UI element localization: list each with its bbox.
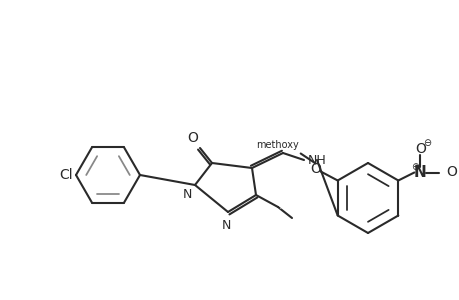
Text: O: O xyxy=(414,142,425,155)
Text: NH: NH xyxy=(308,154,326,166)
Text: ⊕: ⊕ xyxy=(410,161,419,172)
Text: methyl: methyl xyxy=(280,208,284,209)
Text: O: O xyxy=(187,131,197,145)
Text: methoxy: methoxy xyxy=(255,140,298,149)
Text: N: N xyxy=(221,219,230,232)
Text: O: O xyxy=(445,166,456,179)
Text: Cl: Cl xyxy=(59,168,73,182)
Text: O: O xyxy=(309,161,320,176)
Text: methyl: methyl xyxy=(292,213,322,222)
Text: methyl: methyl xyxy=(280,206,285,208)
Text: N: N xyxy=(182,188,191,201)
Text: N: N xyxy=(413,165,426,180)
Text: methoxy: methoxy xyxy=(299,149,305,151)
Text: ⊖: ⊖ xyxy=(422,137,431,148)
